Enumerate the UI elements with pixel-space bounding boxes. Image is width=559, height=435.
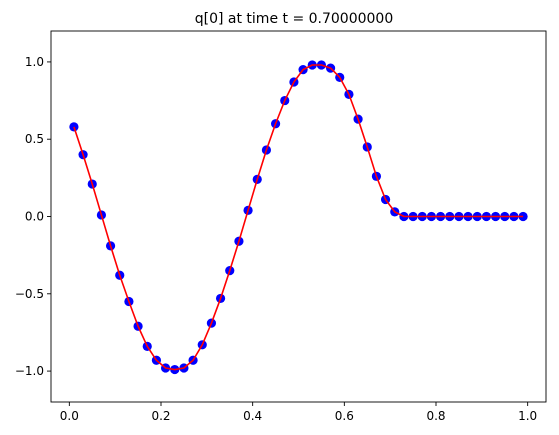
plot-area [69, 60, 528, 375]
series-line [73, 64, 524, 371]
y-tick-label: 0.0 [25, 210, 44, 224]
y-tick-label: 0.5 [25, 132, 44, 146]
x-tick-label: 0.6 [335, 409, 354, 423]
y-tick-label: −0.5 [15, 287, 44, 301]
x-tick-label: 0.4 [243, 409, 262, 423]
x-tick-label: 0.2 [151, 409, 170, 423]
x-tick-label: 1.0 [518, 409, 537, 423]
x-tick-label: 0.8 [426, 409, 445, 423]
axes: 0.0 0.2 0.4 0.6 0.8 1.0 −1.0 −0.5 0.0 0.5 1.0 [15, 30, 547, 423]
data-point [518, 211, 528, 222]
y-tick-label: 1.0 [25, 55, 44, 69]
x-tick-label: 0.0 [60, 409, 79, 423]
chart-title: q[0] at time t = 0.70000000 [195, 11, 394, 27]
y-tick-label: −1.0 [15, 364, 44, 378]
